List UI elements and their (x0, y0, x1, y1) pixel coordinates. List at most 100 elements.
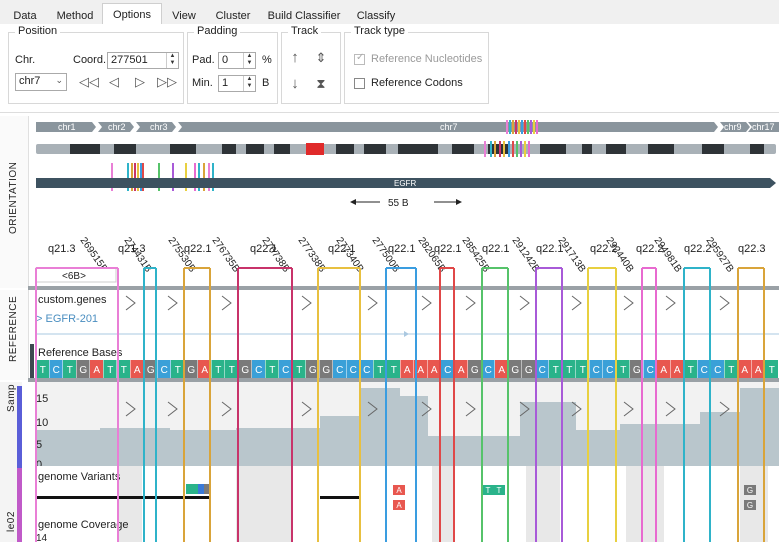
step-forward-far-icon[interactable]: ▷▷ (157, 74, 177, 89)
base-letter: C (444, 365, 451, 376)
tab-build-classifier[interactable]: Build Classifier (267, 10, 341, 22)
variant-tick (194, 163, 196, 191)
padding-title: Padding (194, 25, 241, 37)
egfr-gene-bar[interactable] (36, 178, 776, 188)
reference-codons-label: Reference Codons (371, 77, 463, 89)
position-title: Position (15, 25, 61, 37)
variant-mark-label: T (497, 486, 502, 495)
variant-mark (744, 500, 756, 510)
ideogram-tick (520, 141, 522, 157)
chr-select-value: chr7 (19, 75, 41, 87)
step-forward-icon[interactable]: ▷ (135, 74, 145, 89)
chr17-block[interactable] (748, 122, 779, 132)
reference-codons-checkbox[interactable] (354, 78, 365, 89)
ideogram-tick (484, 141, 486, 157)
chr1-block[interactable] (36, 122, 96, 132)
chr7-block[interactable] (178, 122, 718, 132)
variant-columns (118, 466, 768, 542)
base-cell (549, 360, 562, 378)
break-marker (465, 401, 476, 417)
tab-cluster[interactable]: Cluster (215, 10, 251, 22)
variant-mark (186, 484, 200, 494)
sample-side: Samp le02 (0, 382, 22, 542)
coverage-axis-label: 15 (36, 393, 48, 405)
band-label: q21.3 (48, 243, 76, 255)
ideogram-band (606, 144, 626, 154)
variant-mark-label: T (486, 486, 491, 495)
base-cell (576, 360, 589, 378)
tab-method[interactable]: Method (56, 10, 94, 22)
transcript-label[interactable]: > EGFR-201 (36, 313, 98, 325)
base-cell (468, 360, 481, 378)
min-spinner[interactable]: ▲ ▼ (243, 76, 255, 91)
break-marker (623, 401, 634, 417)
base-letter: A (498, 365, 505, 376)
expand-vertical-icon[interactable]: ⇕ (315, 50, 327, 65)
reference-nucleotides-checkbox[interactable]: ✓ (354, 52, 365, 65)
base-letter: G (525, 365, 533, 376)
base-cell (90, 360, 103, 378)
band-label: q22.1 (328, 243, 356, 255)
coverage-axis-label: 0 (36, 459, 42, 471)
chr-select[interactable]: chr7 ⌄ (15, 73, 67, 91)
variant-tick (208, 163, 210, 191)
orientation-side: ORIENTATION (0, 116, 29, 288)
coord-input[interactable]: 277501 ▲ ▼ (107, 52, 179, 69)
genes-track-label: custom.genes (38, 294, 107, 306)
base-cell (198, 360, 211, 378)
base-letter: G (309, 365, 317, 376)
ideogram-band (170, 144, 196, 154)
step-back-icon[interactable]: ◁ (109, 74, 119, 89)
chr2-block[interactable] (98, 122, 134, 132)
arrow-up-icon[interactable]: ↑ (291, 49, 299, 66)
min-input[interactable]: 1 ▲ ▼ (218, 75, 256, 92)
chr17-label: chr17 (752, 122, 775, 132)
chromosome-bar[interactable]: chr1 chr2 chr3 chr7 chr9 chr17 (36, 120, 779, 134)
span-arrow-left-icon (350, 199, 356, 205)
pad-spinner[interactable]: ▲ ▼ (243, 53, 255, 68)
base-cell (252, 360, 265, 378)
variant-tick (137, 163, 139, 191)
ideogram-tick (494, 141, 496, 157)
chromosome-variant-ticks (506, 120, 538, 134)
tab-classify[interactable]: Classify (356, 10, 396, 22)
base-letter: T (296, 365, 302, 376)
variants-background (36, 466, 779, 542)
base-letter: C (53, 365, 60, 376)
base-cell (495, 360, 508, 378)
break-marker (221, 295, 232, 311)
chr3-block[interactable] (136, 122, 176, 132)
variant-mark (198, 484, 204, 494)
step-back-far-icon[interactable]: ◁◁ (79, 74, 99, 89)
base-cell (171, 360, 184, 378)
ideogram-band (114, 144, 136, 154)
base-letter: C (161, 365, 168, 376)
chevron-down-icon: ⌄ (55, 75, 63, 85)
base-cell (535, 360, 549, 378)
break-marker (221, 401, 232, 417)
chr-label: Chr. (15, 54, 36, 66)
tab-options[interactable]: Options (102, 3, 162, 25)
tab-view[interactable]: View (172, 10, 196, 22)
ideogram-band (648, 144, 674, 154)
base-cell (724, 360, 738, 378)
collapse-vertical-icon[interactable]: ⧗ (316, 76, 326, 91)
base-letter: G (241, 365, 249, 376)
base-cell (657, 360, 670, 378)
coverage-axis: 15 10 5 0 (36, 393, 48, 471)
chr7-label: chr7 (440, 122, 458, 132)
variant-mark (482, 485, 494, 495)
pad-input-value: 0 (222, 54, 229, 66)
break-marker (465, 295, 476, 311)
arrow-down-icon[interactable]: ↓ (291, 75, 299, 92)
pad-input[interactable]: 0 ▲ ▼ (218, 52, 256, 69)
ideogram-tick (528, 141, 530, 157)
base-cell (157, 360, 171, 378)
base-letter: T (121, 365, 127, 376)
ideogram-band (70, 144, 100, 154)
base-letter: A (201, 365, 208, 376)
tab-data[interactable]: Data (13, 10, 37, 22)
coord-spinner[interactable]: ▲ ▼ (166, 53, 178, 68)
chr9-block[interactable] (720, 122, 750, 132)
